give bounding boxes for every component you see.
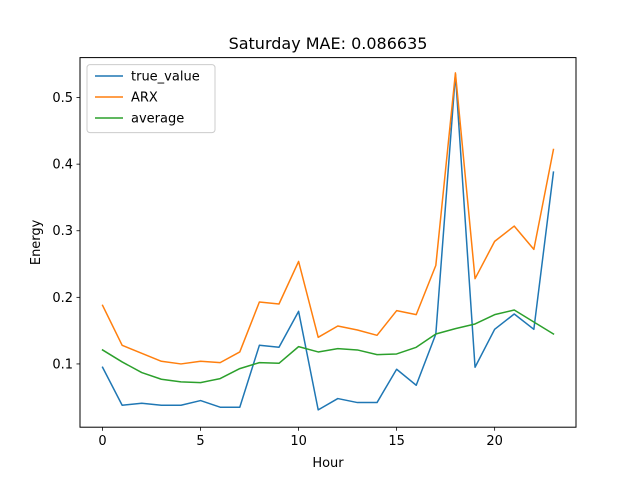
chart-title: Saturday MAE: 0.086635 <box>229 34 428 53</box>
y-tick-label: 0.2 <box>52 291 73 306</box>
legend-label-true-value: true_value <box>131 70 200 85</box>
y-tick-label: 0.5 <box>52 91 73 106</box>
legend-label-average: average <box>131 112 184 127</box>
y-axis-label: Energy <box>29 219 44 265</box>
ticks-layer: 0 5 10 15 20 0.1 0.2 0.3 0.4 0.5 <box>52 91 503 449</box>
series-line-true-value <box>101 73 555 411</box>
x-tick-label: 10 <box>290 434 307 449</box>
y-tick-label: 0.1 <box>52 357 73 372</box>
series-layer <box>101 72 555 411</box>
x-tick-label: 20 <box>486 434 503 449</box>
x-axis-label: Hour <box>312 456 344 471</box>
legend: true_value ARX average <box>86 64 216 134</box>
series-line-arx <box>101 72 555 365</box>
legend-box <box>86 64 216 134</box>
y-tick-label: 0.4 <box>52 158 73 173</box>
y-tick-label: 0.3 <box>52 224 73 239</box>
legend-label-arx: ARX <box>131 91 158 106</box>
series-line-average <box>101 309 555 384</box>
x-tick-label: 5 <box>196 434 204 449</box>
x-tick-label: 0 <box>98 434 106 449</box>
axes-frame <box>79 57 577 428</box>
x-tick-label: 15 <box>388 434 405 449</box>
